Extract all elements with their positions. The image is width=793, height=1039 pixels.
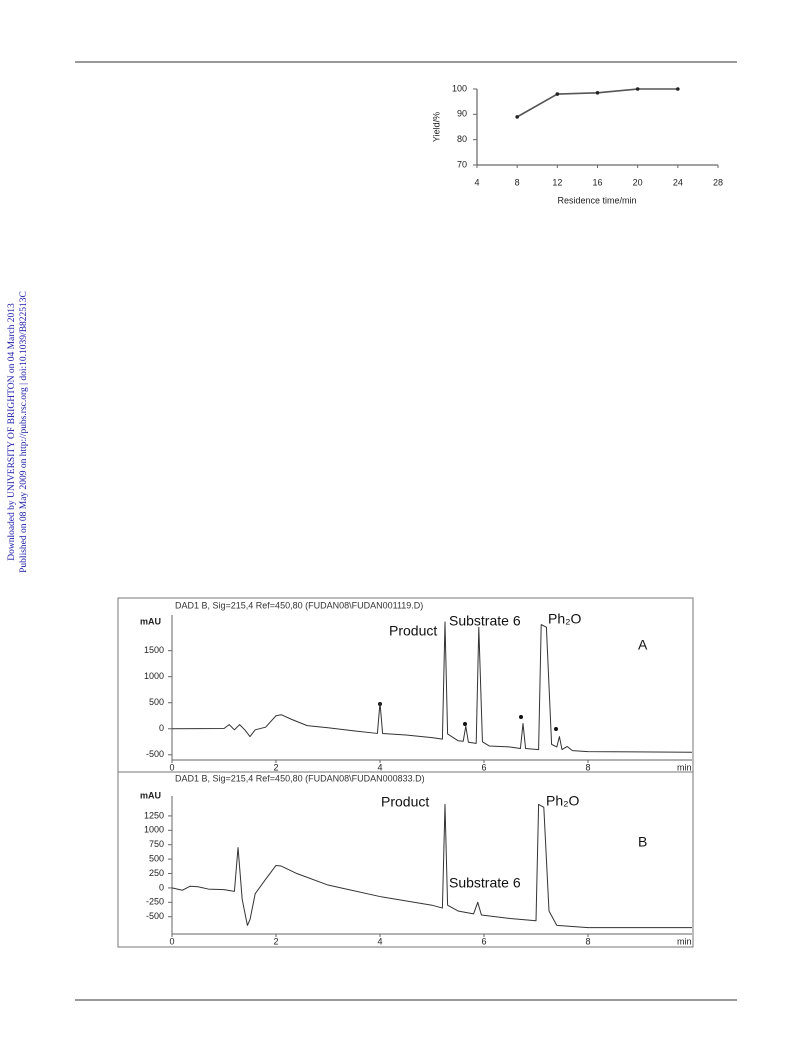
y-tick-label: 1000 <box>144 825 164 835</box>
chart-title: DAD1 B, Sig=215,4 Ref=450,80 (FUDAN08\FU… <box>175 600 423 610</box>
y-tick-label: 0 <box>159 723 164 733</box>
y-tick-label: 500 <box>149 697 164 707</box>
panel-frame <box>117 771 694 948</box>
data-point <box>555 92 560 96</box>
y-axis-label: mAU <box>140 616 161 626</box>
peak-label: Substrate 6 <box>449 875 521 891</box>
y-tick-label: 90 <box>457 109 467 119</box>
y-tick-label: -500 <box>146 749 164 759</box>
peak-label: Ph₂O <box>546 793 580 809</box>
x-tick-label: 20 <box>633 177 643 187</box>
y-tick-label: 1250 <box>144 810 164 820</box>
x-tick-label: 8 <box>515 177 520 187</box>
x-tick-label: 2 <box>273 762 278 772</box>
peak-label: Product <box>381 794 429 810</box>
x-axis-label: min <box>677 936 692 946</box>
data-line <box>171 621 693 753</box>
impurity-dot <box>519 715 523 719</box>
x-tick-label: 4 <box>377 762 382 772</box>
data-point <box>595 91 600 95</box>
x-tick-label: 0 <box>169 762 174 772</box>
y-tick-label: -500 <box>146 911 164 921</box>
data-point <box>515 115 519 119</box>
x-tick-label: 4 <box>474 177 479 187</box>
y-tick-label: 100 <box>452 83 467 93</box>
x-tick-label: 0 <box>169 936 174 946</box>
peak-label: Product <box>389 623 437 639</box>
y-tick-label: -250 <box>146 897 164 907</box>
peak-label: A <box>638 637 648 653</box>
x-tick-label: 6 <box>481 936 486 946</box>
x-tick-label: 6 <box>481 762 486 772</box>
peak-label: Substrate 6 <box>449 613 521 629</box>
x-tick-label: 16 <box>592 177 602 187</box>
y-tick-label: 0 <box>159 882 164 892</box>
side-note: Downloaded by UNIVERSITY OF BRIGHTON on … <box>7 303 17 561</box>
data-point <box>635 87 640 91</box>
y-axis-label: mAU <box>140 790 161 800</box>
impurity-dot <box>554 727 558 731</box>
x-axis-label: min <box>677 762 692 772</box>
x-tick-label: 8 <box>585 762 590 772</box>
chart-title: DAD1 B, Sig=215,4 Ref=450,80 (FUDAN08\FU… <box>175 773 425 783</box>
x-tick-label: 2 <box>273 936 278 946</box>
y-tick-label: 500 <box>149 853 164 863</box>
impurity-dot <box>463 722 467 726</box>
side-note: Published on 08 May 2009 on http://pubs.… <box>19 291 29 573</box>
y-tick-label: 1500 <box>144 645 164 655</box>
y-tick-label: 70 <box>457 159 467 169</box>
x-tick-label: 28 <box>713 177 723 187</box>
y-tick-label: 1000 <box>144 671 164 681</box>
y-tick-label: 250 <box>149 868 164 878</box>
x-tick-label: 8 <box>585 936 590 946</box>
x-tick-label: 24 <box>673 177 683 187</box>
y-axis-label: Yield/% <box>431 112 441 142</box>
peak-label: B <box>638 834 647 850</box>
y-tick-label: 80 <box>457 134 467 144</box>
y-tick-label: 750 <box>149 839 164 849</box>
peak-label: Ph₂O <box>548 611 582 627</box>
data-line <box>171 803 692 929</box>
data-point <box>676 87 680 91</box>
x-tick-label: 12 <box>552 177 562 187</box>
x-tick-label: 4 <box>377 936 382 946</box>
x-axis-label: Residence time/min <box>557 195 636 205</box>
